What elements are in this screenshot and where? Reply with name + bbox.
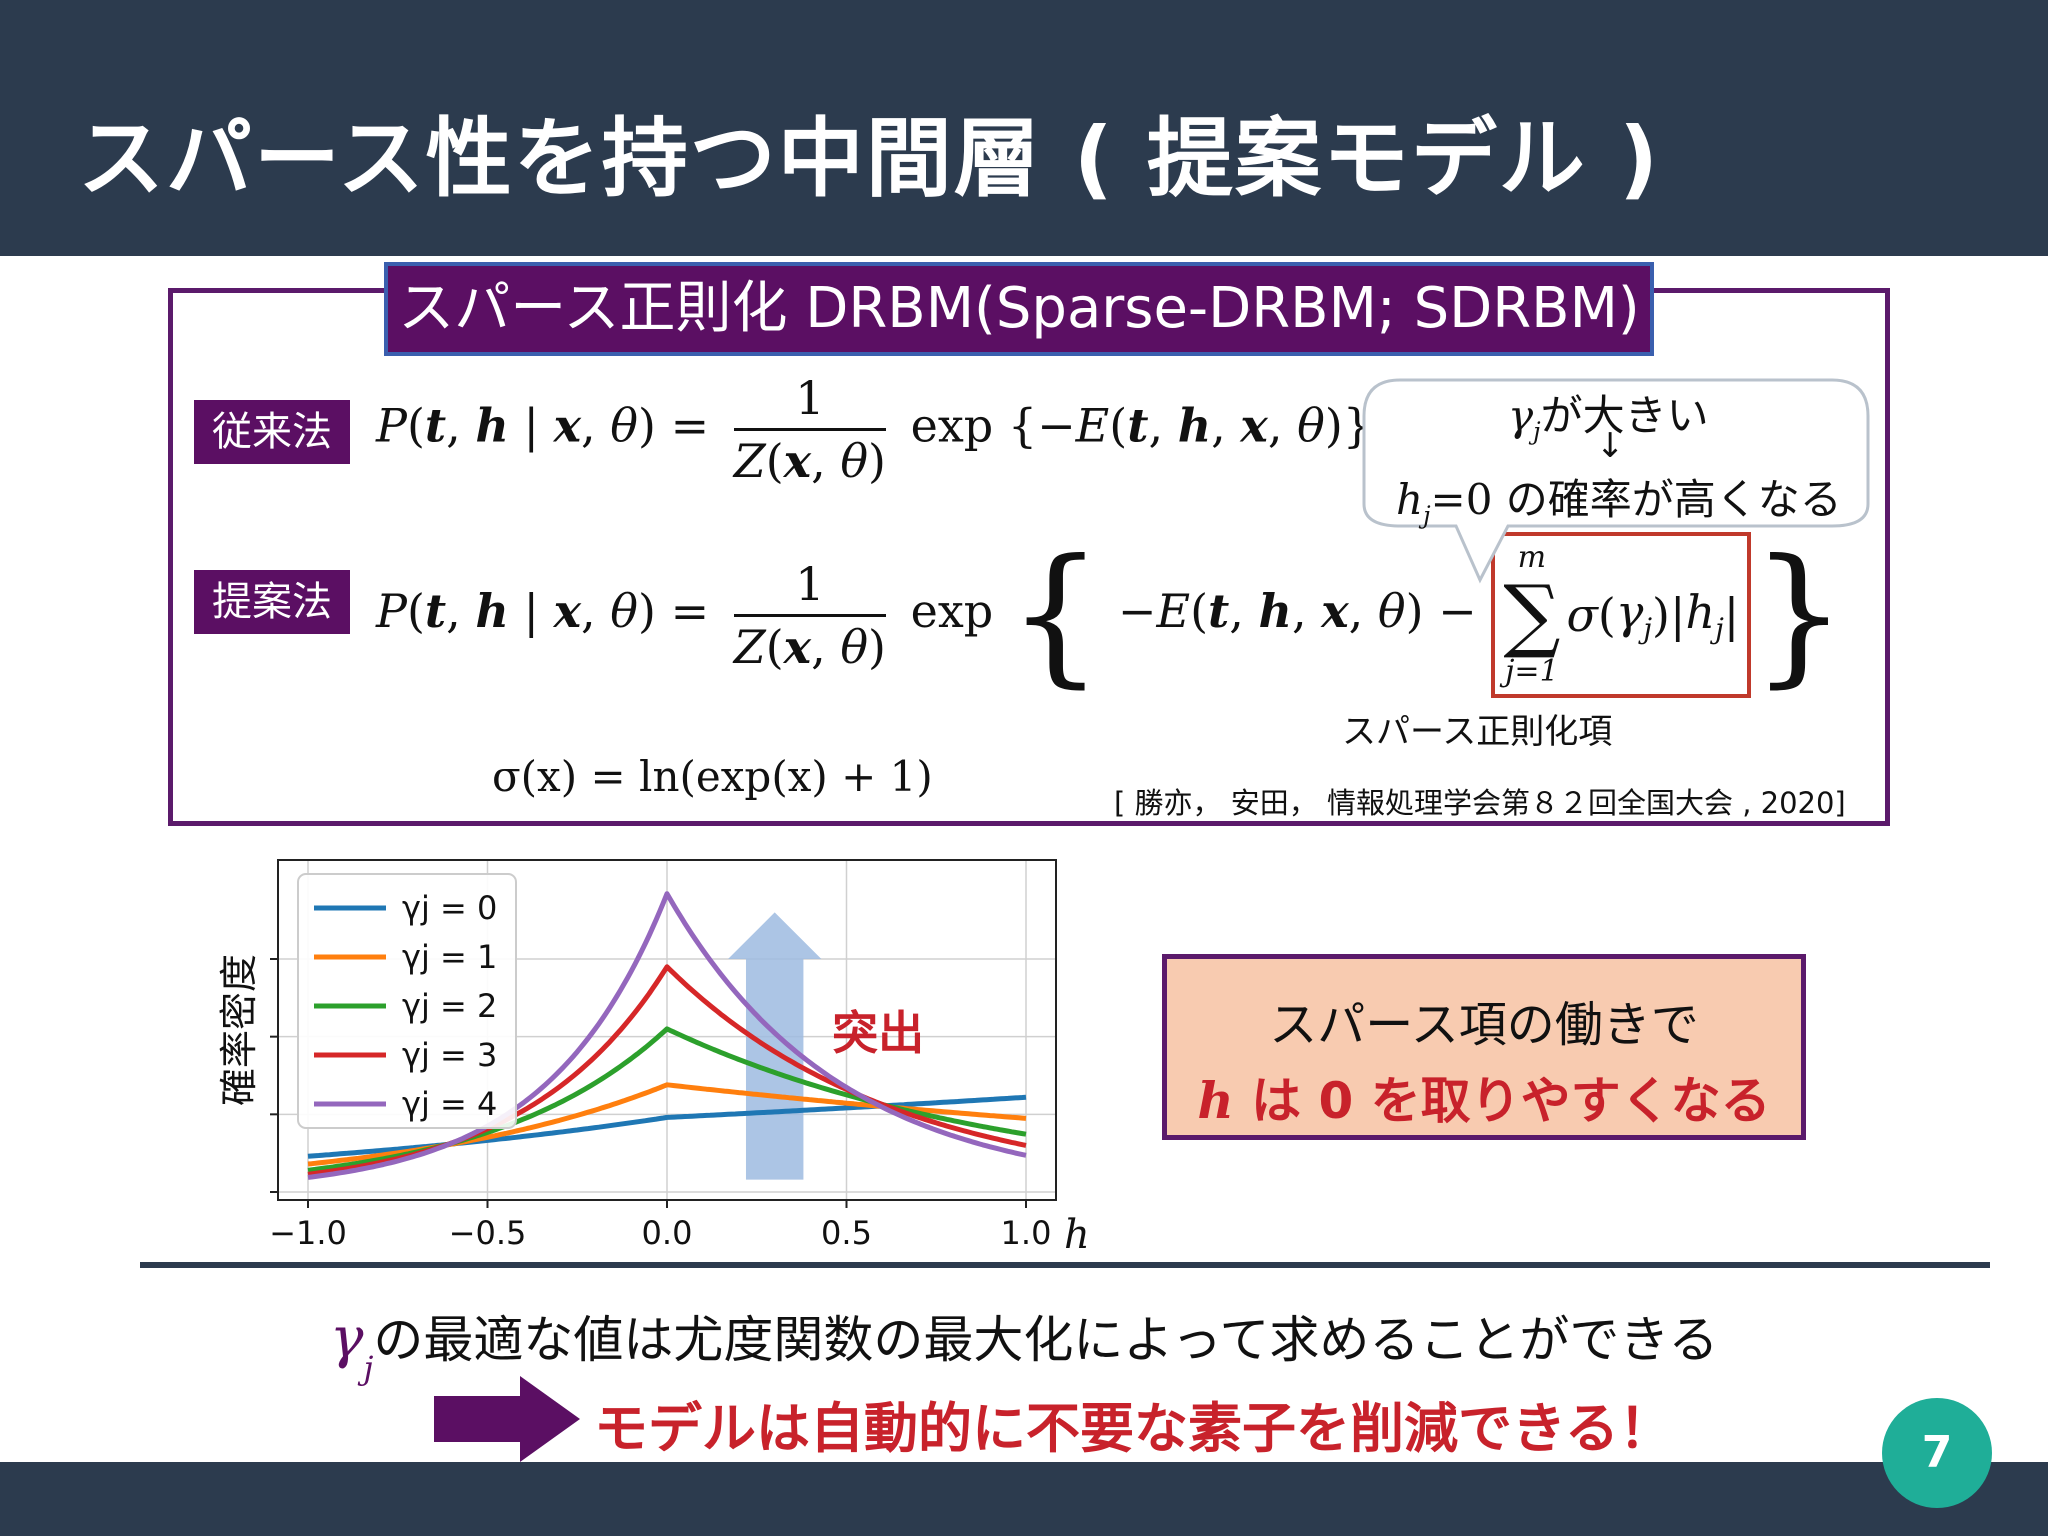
legend-label: γj = 1	[402, 938, 497, 976]
sparse-term-box: m ∑ j=1 σ(γj)| hj |	[1491, 532, 1752, 698]
legend-label: γj = 3	[402, 1036, 497, 1074]
slide-header	[0, 0, 2048, 256]
legend-box	[297, 873, 517, 1129]
note-line1: スパース項の働きで	[1269, 997, 1699, 1053]
citation: [ 勝亦， 安田， 情報処理学会第８２回全国大会 , 2020]	[1114, 786, 1846, 820]
x-tick-label: 0.0	[642, 1214, 693, 1252]
slide-title: スパース性を持つ中間層 ( 提案モデル )	[78, 109, 1661, 209]
density-chart: −1.0 −0.5 0.0 0.5 1.0 突出 γj = 0 γj = 1 γj = 2 γj …	[217, 859, 1090, 1258]
label-conventional: 従来法	[194, 400, 350, 464]
equation-proposed: P(t, h | x, θ) = 1 Z(x, θ) exp { −E(t, h,…	[376, 528, 1847, 702]
note-line2: h は 0 を取りやすくなる	[1197, 1071, 1771, 1130]
note-box: スパース項の働きで h は 0 を取りやすくなる	[1162, 954, 1806, 1140]
speech-bubble	[1362, 378, 1870, 584]
x-tick-label: 1.0	[1001, 1214, 1052, 1252]
bubble-arrow: ↓	[1596, 426, 1625, 466]
slide-footer	[0, 1462, 2048, 1536]
right-arrow-icon	[434, 1376, 580, 1462]
series-line	[307, 891, 1027, 1180]
legend-label: γj = 0	[402, 889, 497, 927]
divider	[140, 1262, 1990, 1268]
bottom-line1: γjの最適な値は尤度関数の最大化によって求めることができる	[330, 1306, 1719, 1387]
legend-label: γj = 2	[402, 987, 497, 1025]
bottom-line2: モデルは自動的に不要な素子を削減できる！	[594, 1397, 1673, 1460]
plot-frame	[277, 859, 1057, 1201]
page-number: 7	[1882, 1398, 1992, 1508]
x-tick-label: −1.0	[269, 1214, 347, 1252]
sparse-term-label: スパース正則化項	[1342, 712, 1613, 752]
sigma-definition: σ(x) = ln(exp(x) + 1)	[492, 752, 933, 801]
y-axis-label: 確率密度	[217, 954, 261, 1106]
annotation-label: 突出	[832, 1006, 924, 1060]
up-arrow-annotation	[728, 912, 822, 1180]
legend-label: γj = 4	[402, 1085, 497, 1123]
label-proposed: 提案法	[194, 570, 350, 634]
x-axis-label: h	[1064, 1212, 1090, 1258]
model-box-title: スパース正則化 DRBM(Sparse-DRBM; SDRBM)	[384, 262, 1654, 356]
bubble-line1: γjが大きい	[1508, 391, 1709, 446]
x-tick-label: −0.5	[449, 1214, 527, 1252]
x-tick-label: 0.5	[821, 1214, 872, 1252]
equation-conventional: P(t, h | x, θ) = 1 Z(x, θ) exp {−E(t, h, …	[376, 368, 1372, 491]
bubble-line2: hj=0 の確率が高くなる	[1396, 475, 1842, 530]
